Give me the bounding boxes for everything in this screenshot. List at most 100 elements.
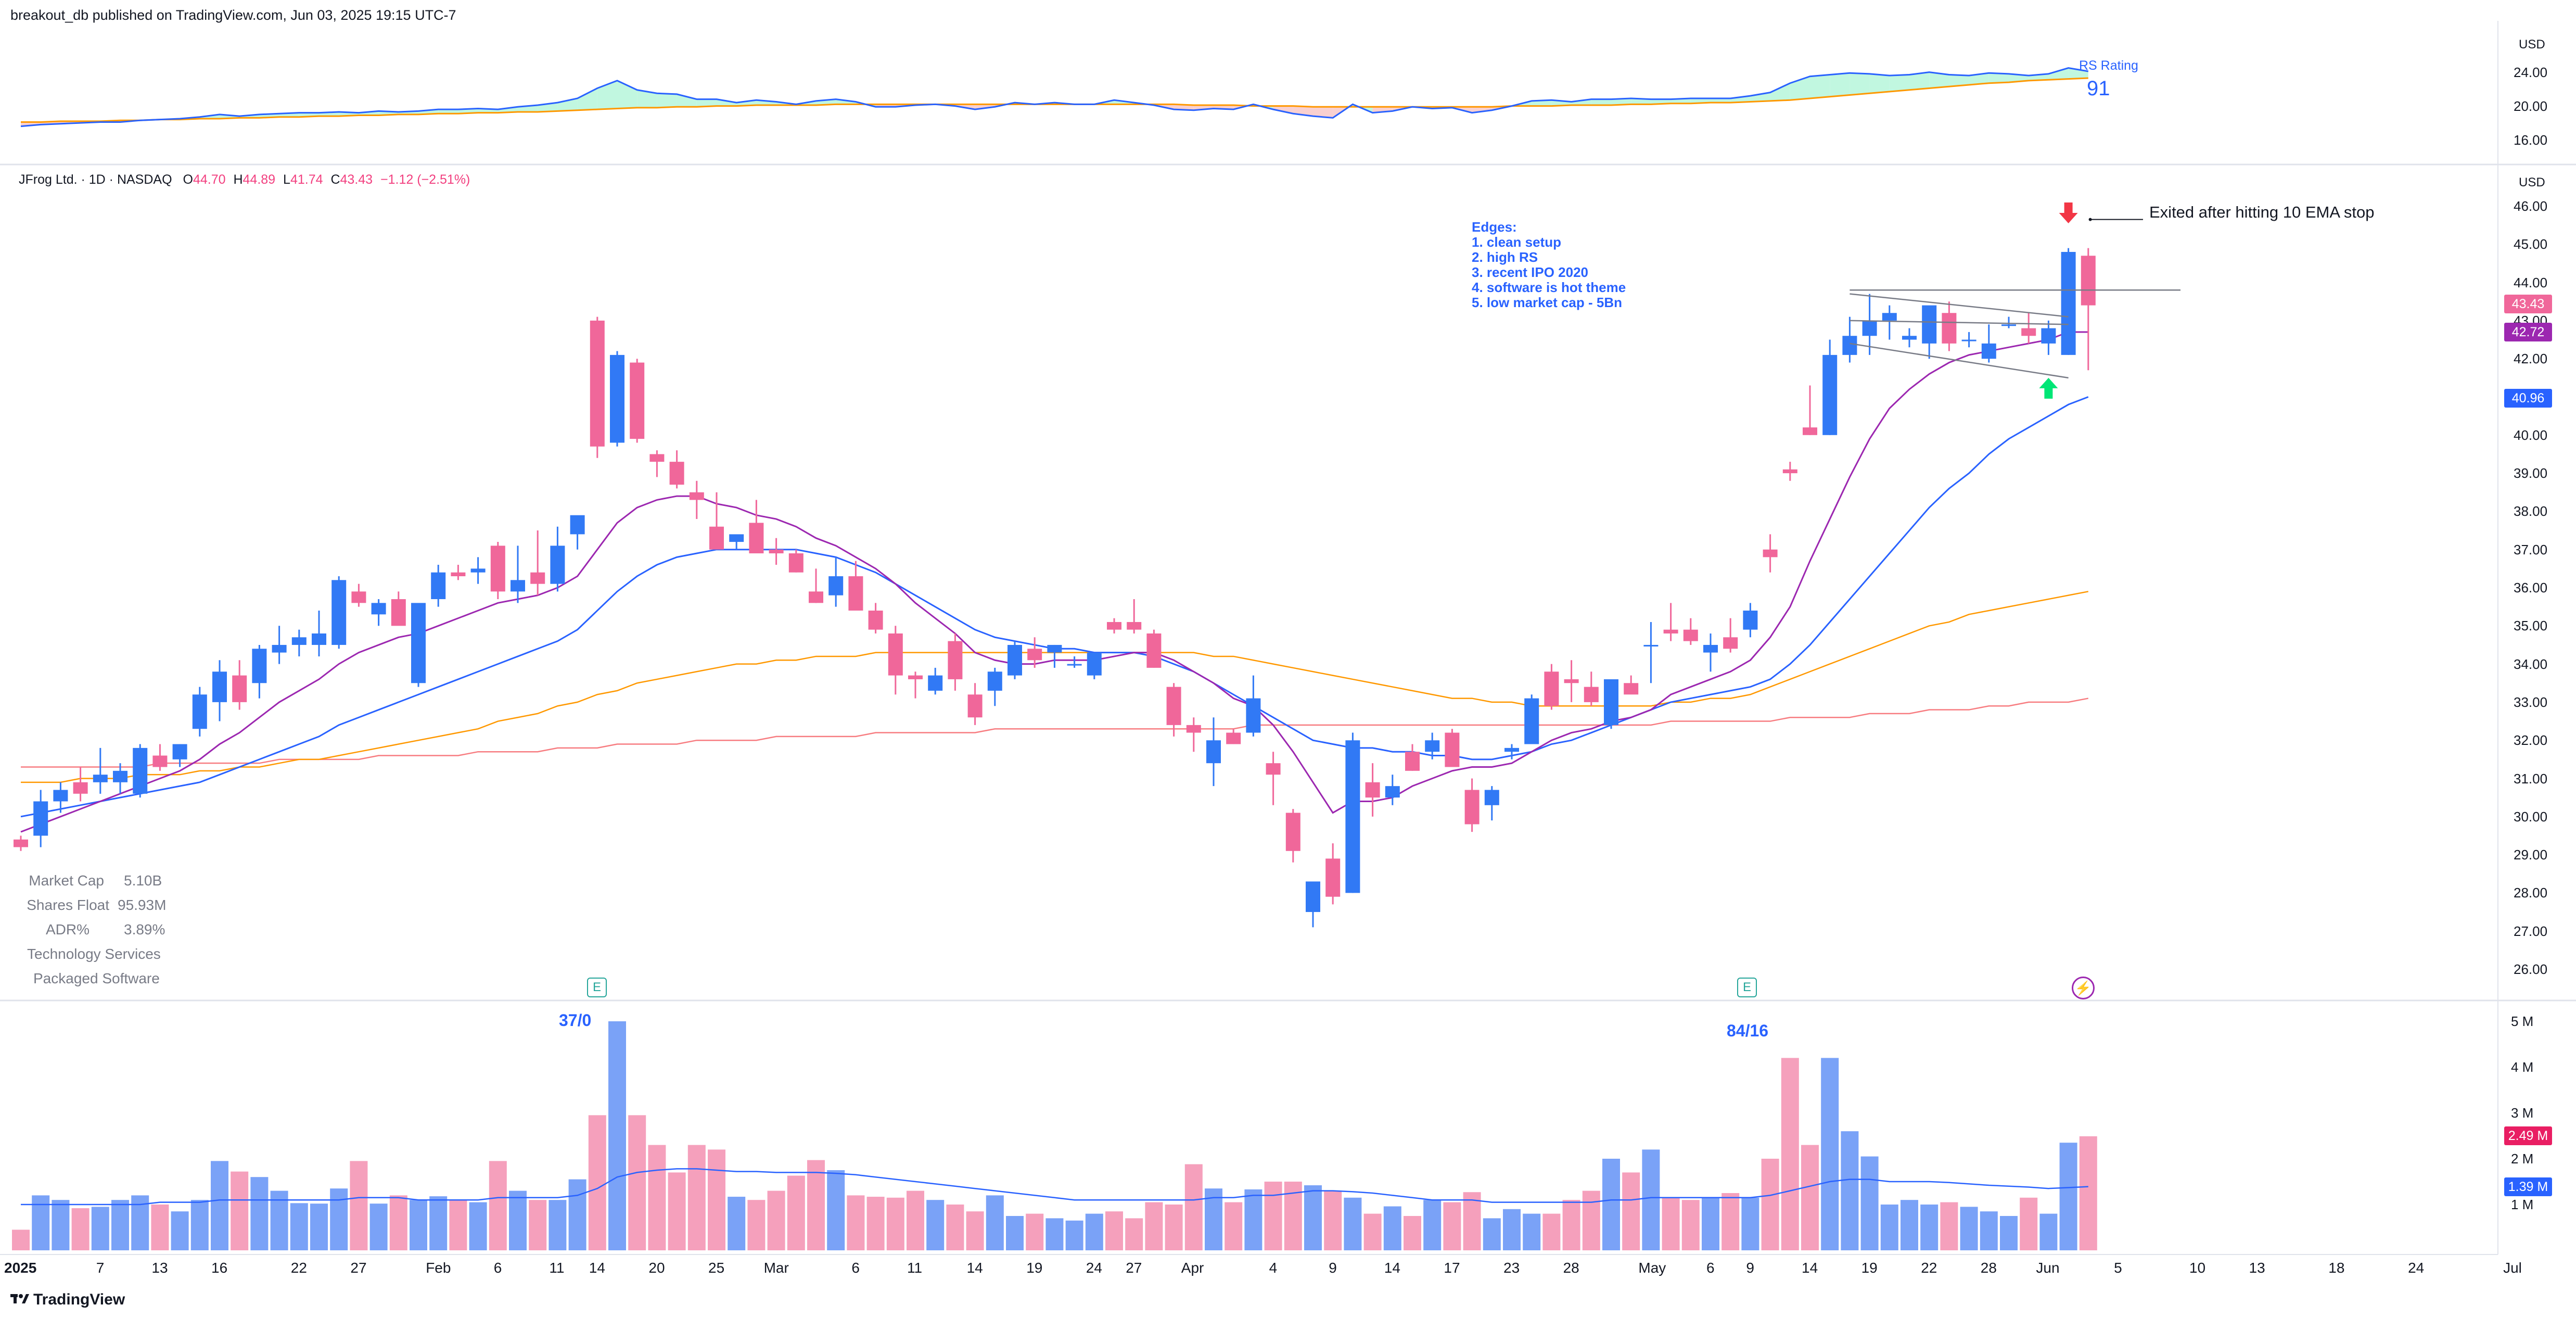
candle-body <box>848 576 863 611</box>
candle-body <box>312 633 326 645</box>
rs-rating-fill <box>21 68 2088 126</box>
candle-body <box>530 572 545 584</box>
volume-bar <box>1920 1205 1939 1250</box>
candle-body <box>590 320 605 447</box>
volume-bar <box>1463 1192 1481 1250</box>
adr-label: ADR% <box>45 921 90 937</box>
volume-bar <box>1145 1202 1163 1250</box>
candle-body <box>630 362 645 439</box>
tradingview-brand[interactable]: TradingView <box>10 1291 125 1309</box>
volume-bar <box>767 1190 785 1250</box>
volume-bar <box>1344 1197 1362 1250</box>
price-tick: 32.00 <box>2514 732 2548 749</box>
volume-bar <box>628 1115 646 1250</box>
candle-body <box>1862 320 1877 336</box>
volume-bar <box>1184 1164 1203 1250</box>
candle-body <box>272 644 287 653</box>
market-cap-value: 5.10B <box>124 872 162 889</box>
volume-bar <box>1721 1193 1740 1250</box>
candle-body <box>33 801 48 836</box>
volume-avg-badge: 1.39 M <box>2504 1177 2552 1196</box>
candle-body <box>709 526 724 550</box>
rs-fill-segment <box>597 80 617 110</box>
volume-bar <box>1503 1209 1521 1250</box>
candle-body <box>809 591 823 603</box>
volume-bar <box>151 1205 169 1250</box>
volume-bar <box>429 1196 448 1250</box>
volume-tick: 3 M <box>2511 1105 2534 1121</box>
volume-bar <box>708 1149 725 1250</box>
rs-fill-segment <box>717 99 737 106</box>
volume-bar <box>12 1230 30 1250</box>
rs-fill-segment <box>1611 98 1631 105</box>
earnings-marker-feb[interactable]: E <box>587 978 607 997</box>
buy-arrow-icon <box>2039 377 2058 399</box>
volume-average-line <box>21 1168 2088 1206</box>
candle-body <box>1008 644 1022 676</box>
price-tick: 36.00 <box>2514 580 2548 595</box>
candle-body <box>769 549 784 554</box>
candle-body <box>1464 790 1480 825</box>
volume-bar <box>886 1197 904 1250</box>
time-tick: 14 <box>966 1260 983 1276</box>
candle-body <box>1365 782 1380 798</box>
close-label: C <box>330 172 340 187</box>
candle-body <box>133 747 148 794</box>
sma50-line <box>21 591 2089 783</box>
volume-bar <box>1523 1213 1541 1250</box>
candle-body <box>888 633 903 676</box>
volume-tick: 2 M <box>2511 1151 2534 1167</box>
edges-item-4: 4. software is hot theme <box>1472 280 1626 295</box>
rs-ma-line <box>21 77 2088 123</box>
candle-body <box>649 454 665 462</box>
candle-body <box>1803 427 1817 435</box>
rs-fill-segment <box>1770 83 1790 101</box>
candle-body <box>1544 671 1559 706</box>
candle-body <box>868 610 883 630</box>
volume-bar <box>946 1205 964 1250</box>
candle-body <box>1683 629 1698 641</box>
candle-body <box>1524 698 1539 744</box>
rs-tick-2: 16.00 <box>2514 132 2548 148</box>
time-tick: 14 <box>1802 1260 1818 1276</box>
rs-fill-segment <box>1810 74 1830 98</box>
volume-bar <box>1105 1211 1123 1250</box>
price-tick: 45.00 <box>2514 236 2548 252</box>
candle-body <box>1067 664 1082 666</box>
candle-body <box>788 553 804 573</box>
candle-body <box>2021 328 2036 336</box>
volume-bar <box>1026 1213 1044 1250</box>
time-tick: 24 <box>1086 1260 1102 1276</box>
time-tick: 27 <box>1126 1260 1142 1276</box>
volume-bar <box>807 1160 825 1250</box>
volume-bar <box>986 1195 1004 1250</box>
edges-title: Edges: <box>1472 219 1517 235</box>
candle-body <box>113 770 127 782</box>
time-tick: 14 <box>1384 1260 1400 1276</box>
time-tick: 18 <box>2328 1260 2345 1276</box>
candle-body <box>2041 328 2056 344</box>
edges-item-2: 2. high RS <box>1472 249 1538 265</box>
rs-line <box>20 67 2089 128</box>
candle-body <box>1763 549 1778 557</box>
published-line: breakout_db published on TradingView.com… <box>10 7 456 23</box>
earnings-marker-may[interactable]: E <box>1737 978 1757 997</box>
candle-body <box>1206 740 1221 764</box>
volume-bar <box>1065 1220 1083 1250</box>
price-tick: 38.00 <box>2514 503 2548 519</box>
time-tick: 28 <box>1563 1260 1579 1276</box>
volume-bar <box>1383 1206 1401 1250</box>
dividend-lightning-icon[interactable]: ⚡ <box>2072 977 2095 999</box>
time-tick: 11 <box>907 1260 923 1276</box>
volume-bar <box>1602 1159 1620 1250</box>
change-value: −1.12 (−2.51%) <box>380 172 470 187</box>
volume-bar <box>1662 1197 1680 1250</box>
price-tick: 34.00 <box>2514 656 2548 672</box>
rs-fill-segment <box>577 88 597 110</box>
volume-bar <box>1622 1172 1640 1250</box>
time-tick: 17 <box>1444 1260 1460 1276</box>
edges-note: Edges: 1. clean setup 2. high RS 3. rece… <box>1472 220 1626 310</box>
candle-body <box>93 775 108 782</box>
volume-bar <box>847 1195 865 1250</box>
